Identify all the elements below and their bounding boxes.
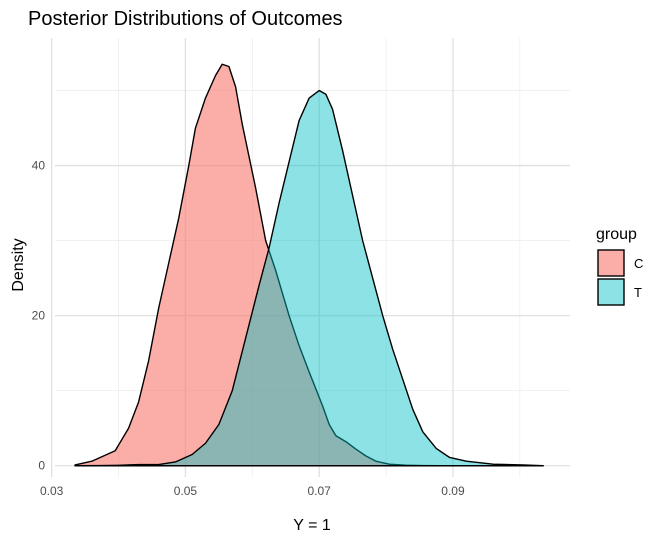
legend-label-t: T [634, 285, 642, 300]
x-tick-label: 0.05 [174, 484, 198, 498]
density-area-t [74, 89, 544, 467]
x-tick-label: 0.03 [40, 484, 64, 498]
legend-title: group [596, 226, 637, 243]
series-layer [74, 63, 544, 467]
y-tick-label: 20 [32, 309, 46, 323]
legend-items: CT [597, 249, 643, 306]
legend-swatch-c [597, 249, 625, 277]
y-tick-label: 40 [32, 159, 46, 173]
x-axis-title: Y = 1 [293, 517, 331, 534]
density-area-c [74, 63, 441, 467]
axis-layer: 0.03 0.05 0.07 0.09 0 20 40 [32, 159, 465, 498]
y-tick-label: 0 [38, 459, 45, 473]
legend-swatch-bg-t [598, 279, 624, 305]
legend-swatch-t [597, 278, 625, 306]
chart-title: Posterior Distributions of Outcomes [28, 8, 343, 30]
legend: group CT [596, 226, 643, 306]
legend-label-c: C [634, 256, 643, 271]
x-tick-label: 0.09 [441, 484, 465, 498]
x-tick-label: 0.07 [308, 484, 332, 498]
y-axis-title: Density [10, 238, 27, 291]
